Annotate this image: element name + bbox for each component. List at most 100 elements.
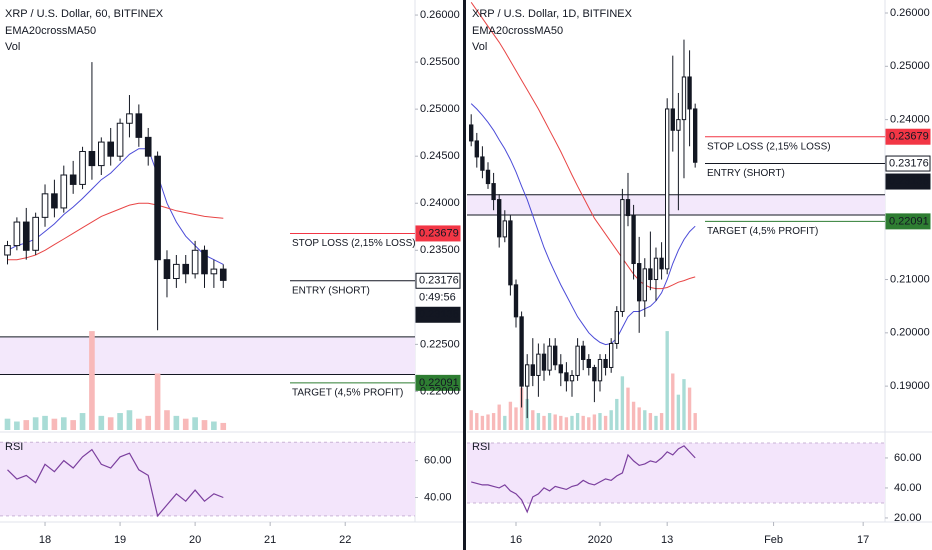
x-tick-label: 19 bbox=[114, 534, 126, 546]
candle-body bbox=[154, 155, 161, 261]
volume-bar bbox=[648, 413, 653, 430]
volume-bar bbox=[220, 422, 227, 430]
moving-average bbox=[7, 202, 224, 261]
candle-body bbox=[173, 263, 180, 280]
volume-bar bbox=[164, 410, 170, 430]
volume-bar bbox=[126, 410, 133, 430]
candle-body bbox=[32, 216, 39, 251]
volume-bar bbox=[486, 414, 490, 430]
volume-bar bbox=[70, 420, 76, 430]
volume-bar bbox=[201, 420, 208, 430]
y-tick-label: 0.25000 bbox=[890, 60, 930, 72]
volume-bar bbox=[643, 410, 647, 430]
x-tick-label: 20 bbox=[189, 534, 201, 546]
volume-bar bbox=[60, 417, 67, 430]
volume-bar bbox=[79, 413, 86, 430]
rsi-y-tick-label: 20.00 bbox=[894, 512, 922, 524]
candle-body bbox=[69, 174, 77, 185]
candle-body bbox=[88, 150, 96, 167]
volume-bar bbox=[145, 415, 152, 430]
panel-divider bbox=[463, 0, 466, 550]
candle-body bbox=[642, 268, 647, 302]
candle-body bbox=[219, 268, 227, 281]
volume-bar bbox=[659, 413, 664, 430]
volume-bar bbox=[136, 418, 142, 430]
candle-body bbox=[13, 221, 21, 247]
indicator-label: EMA20crossMA50 bbox=[5, 25, 96, 37]
candle-body bbox=[692, 108, 698, 163]
volume-bar bbox=[671, 373, 675, 430]
zone bbox=[467, 194, 885, 216]
candle-body bbox=[681, 76, 687, 121]
rsi-band bbox=[467, 442, 885, 503]
candle-body bbox=[135, 113, 143, 138]
volume-bar bbox=[32, 417, 39, 430]
x-tick-label: 16 bbox=[510, 534, 522, 546]
candle-body bbox=[665, 108, 670, 270]
candle-body bbox=[191, 249, 199, 275]
candle-body bbox=[536, 353, 541, 376]
volume-bar bbox=[503, 415, 507, 430]
y-tick-label: 0.26000 bbox=[890, 7, 930, 19]
candle-body bbox=[51, 193, 58, 209]
volume-bar bbox=[665, 331, 669, 430]
volume-bar bbox=[693, 413, 697, 430]
volume-bar bbox=[553, 414, 557, 430]
candle-body bbox=[620, 199, 625, 313]
volume-bar bbox=[192, 417, 198, 430]
candle-body bbox=[670, 108, 675, 131]
y-tick-label: 0.26000 bbox=[420, 9, 460, 21]
volume-bar bbox=[631, 401, 636, 430]
volume-bar bbox=[117, 413, 123, 430]
candle-body bbox=[513, 284, 519, 318]
y-tick-label: 0.24500 bbox=[420, 150, 460, 162]
x-tick-label: 2020 bbox=[588, 534, 612, 546]
volume-bar bbox=[564, 417, 569, 430]
volume-bar bbox=[514, 407, 518, 430]
level-text: STOP LOSS (2,15% LOSS) bbox=[292, 238, 416, 249]
volume-bar bbox=[609, 410, 613, 430]
candle-body bbox=[581, 345, 586, 360]
y-tick-label: 0.22500 bbox=[420, 338, 460, 350]
candle-body bbox=[497, 199, 502, 238]
candle-body bbox=[485, 169, 491, 185]
level-price-box bbox=[415, 374, 461, 391]
x-tick-label: 21 bbox=[264, 534, 276, 546]
candle-body bbox=[637, 263, 642, 302]
level-price-label: 0.22091 bbox=[889, 215, 929, 227]
chart-title: XRP / U.S. Dollar, 60, BITFINEX bbox=[5, 8, 164, 20]
level-price-label: 0.23679 bbox=[889, 131, 929, 143]
volume-bar bbox=[542, 415, 546, 430]
volume-bar bbox=[497, 404, 501, 430]
level-text: TARGET (4,5% PROFIT) bbox=[707, 226, 818, 237]
candle-body bbox=[22, 221, 30, 251]
level-text: ENTRY (SHORT) bbox=[292, 285, 370, 296]
volume-bar bbox=[480, 415, 485, 430]
volume-bar bbox=[536, 413, 541, 430]
y-tick-label: 0.25500 bbox=[420, 56, 460, 68]
candle-body bbox=[107, 141, 115, 157]
level-price-box bbox=[885, 213, 931, 230]
level-price-label: 0.23176 bbox=[419, 275, 459, 287]
volume-bar bbox=[519, 387, 524, 430]
candle-body bbox=[586, 358, 591, 368]
rsi-y-tick-label: 60.00 bbox=[424, 455, 452, 467]
candle-body bbox=[530, 364, 535, 376]
level-price-box bbox=[885, 155, 931, 172]
candle-body bbox=[558, 364, 563, 374]
volume-bar bbox=[173, 415, 180, 430]
volume-bar bbox=[615, 398, 619, 430]
volume-bar bbox=[570, 415, 574, 430]
level-price-label: 0.22091 bbox=[419, 377, 459, 389]
rsi-label: RSI bbox=[5, 441, 23, 453]
volume-bar bbox=[23, 420, 30, 430]
rsi-line bbox=[471, 445, 696, 514]
candle-body bbox=[525, 364, 530, 387]
rsi-label: RSI bbox=[472, 441, 490, 453]
volume-bar bbox=[211, 421, 217, 430]
y-tick-label: 0.25000 bbox=[420, 103, 460, 115]
y-tick-label: 0.19000 bbox=[890, 380, 930, 392]
candle-body bbox=[201, 249, 208, 275]
volume-bar bbox=[89, 331, 95, 430]
volume-bar bbox=[676, 394, 681, 430]
